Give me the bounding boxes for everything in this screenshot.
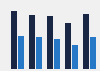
Bar xyxy=(65,23,71,69)
Bar xyxy=(11,11,18,69)
Bar xyxy=(83,14,89,69)
Bar xyxy=(47,16,53,69)
Bar xyxy=(54,39,60,69)
Bar xyxy=(72,45,78,69)
Bar xyxy=(29,15,35,69)
Bar xyxy=(36,37,42,69)
Bar xyxy=(90,37,96,69)
Bar xyxy=(18,36,24,69)
